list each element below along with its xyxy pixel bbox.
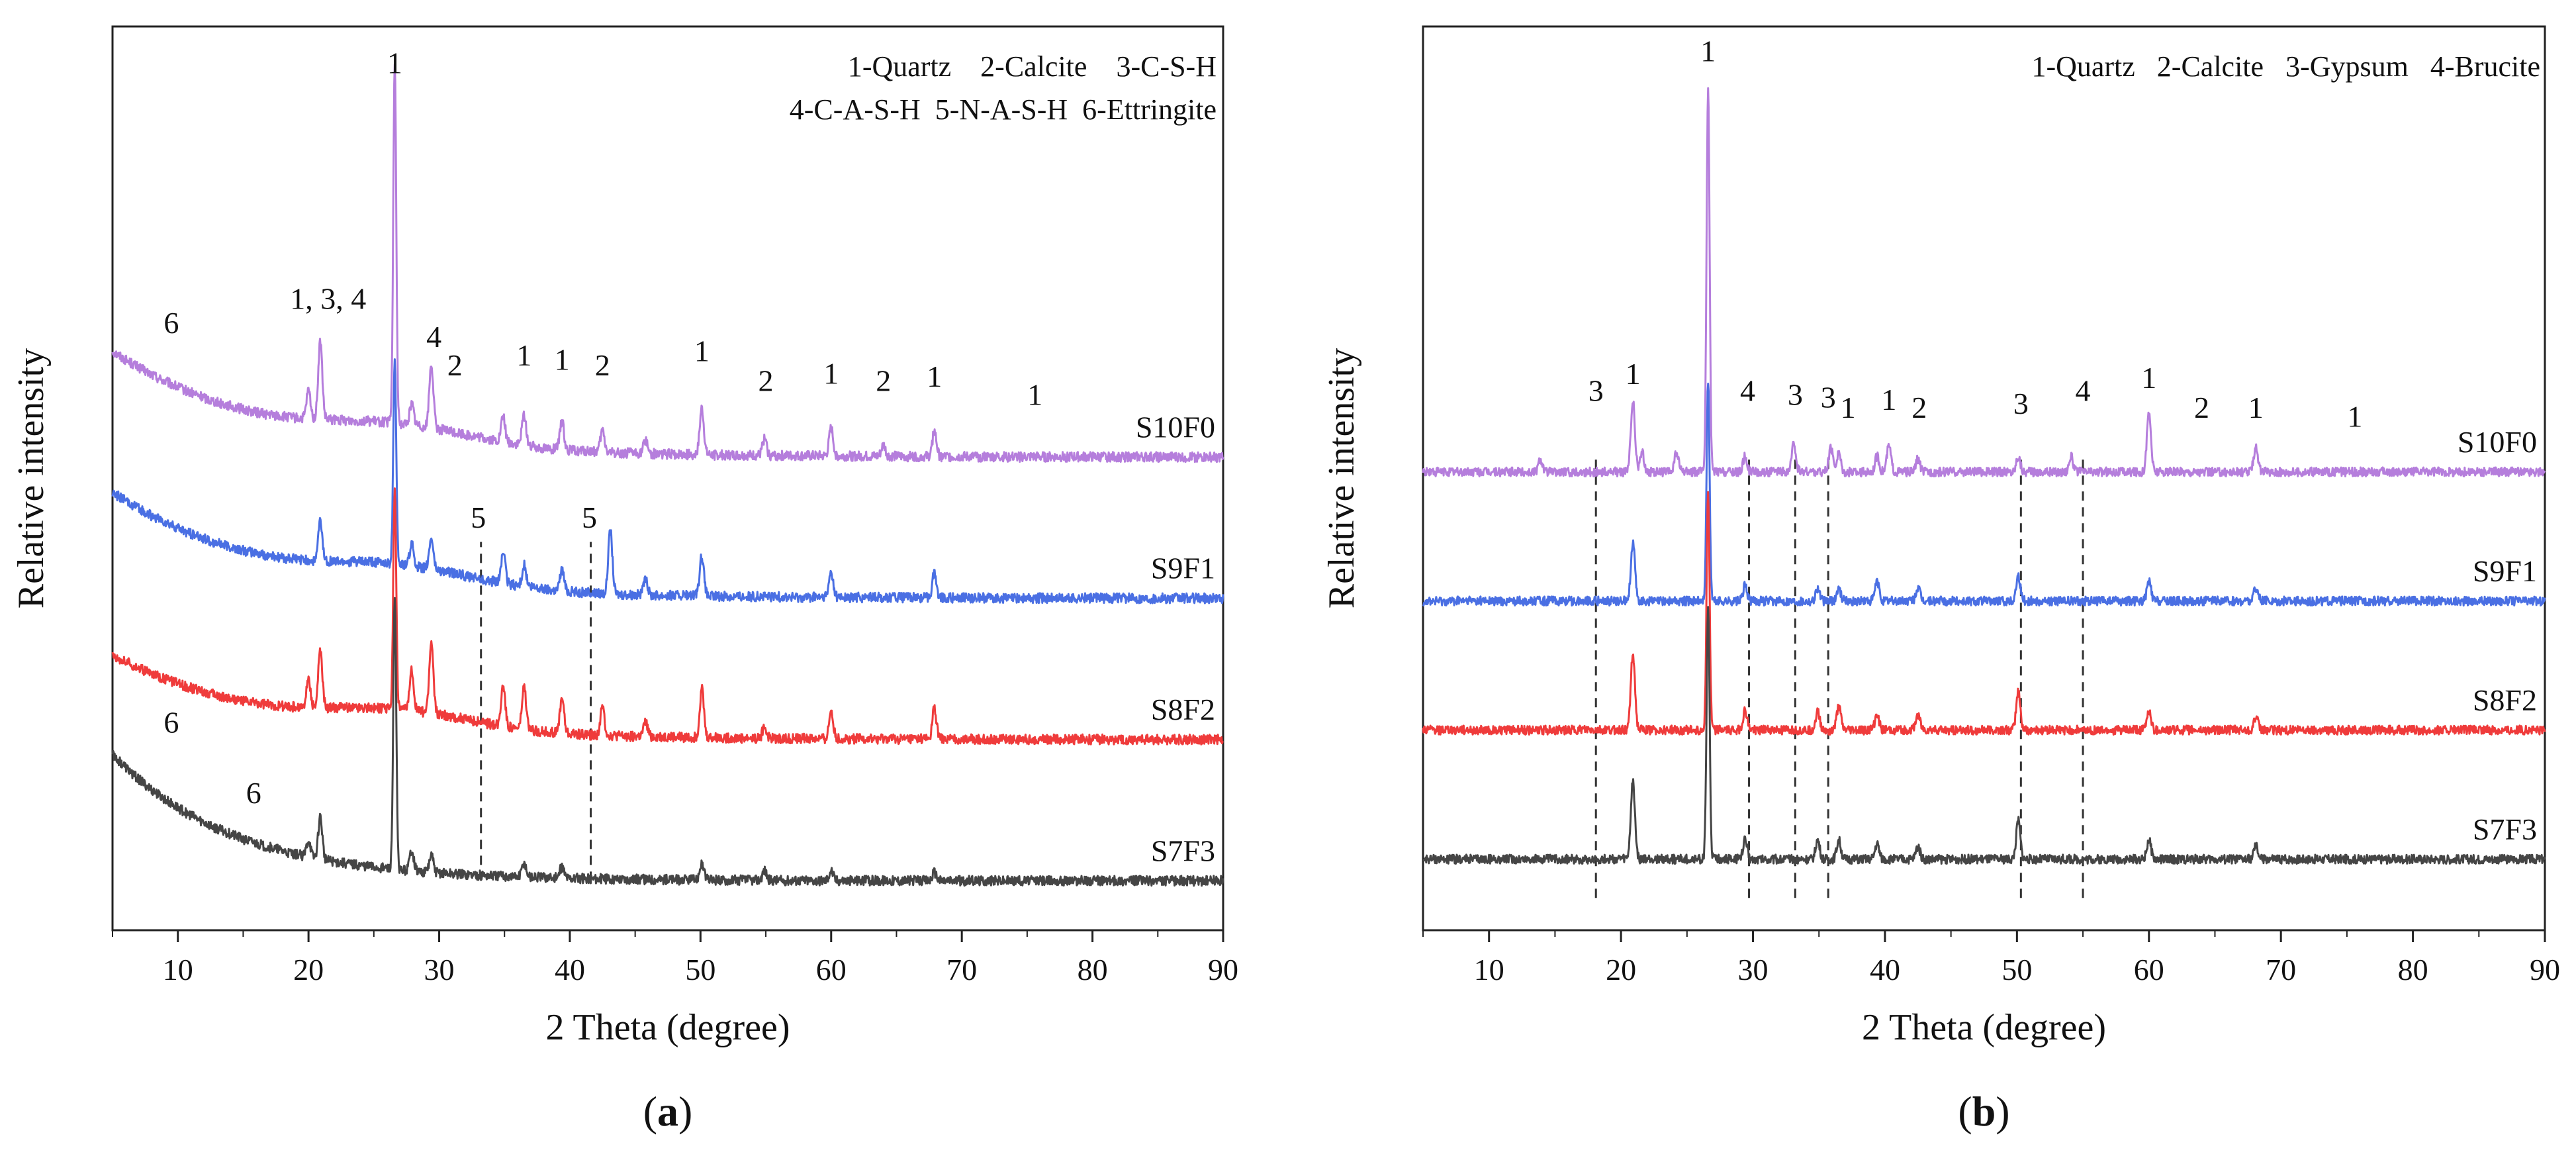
x-tick-label: 10 (1474, 953, 1504, 986)
peak-annotation: 3 (1588, 374, 1604, 408)
peak-annotation: 2 (2194, 391, 2209, 424)
y-axis-title: Relative intensity (1321, 348, 1362, 608)
peak-annotation: 1 (1881, 383, 1896, 416)
series-label: S8F2 (1151, 693, 1215, 726)
peak-annotation: 1, 3, 4 (290, 282, 366, 316)
plot-frame (111, 25, 1224, 932)
peak-annotation: 4 (1740, 374, 1755, 408)
panel-label-close: ) (1996, 1088, 2009, 1135)
peak-annotation: 1 (694, 334, 710, 367)
x-tick-label: 80 (2398, 953, 2428, 986)
peak-annotation: 2 (876, 363, 891, 397)
peak-annotation: 1 (516, 338, 531, 372)
peak-annotation: 1 (1626, 357, 1641, 391)
series-label: S10F0 (1136, 410, 1215, 444)
series-label: S10F0 (2458, 425, 2537, 459)
x-tick-label: 80 (1078, 953, 1108, 986)
peak-annotation: 6 (246, 776, 261, 810)
panel-label-open: ( (1958, 1088, 1972, 1135)
x-tick-label: 60 (816, 953, 847, 986)
series-line-S9F1 (1422, 383, 2546, 607)
x-tick-label: 70 (2266, 953, 2296, 986)
peak-annotation: 6 (163, 705, 179, 739)
x-axis-title: 2 Theta (degree) (546, 1007, 790, 1048)
series-label: S9F1 (1151, 552, 1215, 585)
peak-annotation: 1 (2248, 391, 2264, 424)
plot-frame (1422, 25, 2546, 932)
peak-annotation: 1 (2141, 361, 2156, 395)
legend-line: 1-Quartz 2-Calcite 3-Gypsum 4-Brucite (2031, 50, 2540, 83)
series-label: S8F2 (2473, 683, 2537, 717)
peak-annotation: 1 (823, 357, 839, 391)
x-axis-title: 2 Theta (degree) (1862, 1007, 2106, 1048)
peak-annotation: 4 (426, 320, 441, 354)
peak-annotation: 2 (447, 348, 463, 382)
peak-annotation: 6 (163, 306, 179, 340)
peak-annotation: 5 (582, 501, 597, 534)
peak-annotation: 1 (1841, 391, 1856, 424)
x-tick-label: 90 (1208, 953, 1238, 986)
series-label: S7F3 (1151, 834, 1215, 867)
x-tick-label: 20 (1606, 953, 1636, 986)
x-tick-label: 40 (1870, 953, 1900, 986)
legend-line: 4-C-A-S-H 5-N-A-S-H 6-Ettringite (790, 93, 1217, 126)
panel-label-open: ( (643, 1088, 657, 1135)
peak-annotation: 2 (595, 348, 610, 382)
panel-label-close: ) (678, 1088, 692, 1135)
peak-annotation: 1 (927, 360, 942, 393)
peak-annotation: 2 (1911, 391, 1927, 424)
peak-annotation: 1 (387, 46, 402, 79)
peak-annotation: 3 (1821, 380, 1836, 414)
peak-annotation: 4 (2076, 374, 2091, 408)
panel-label: (a) (643, 1088, 693, 1135)
peak-annotation: 2 (759, 363, 774, 397)
panel-b: 10 20 30 40 50 60 70 80 90 2 Theta (degree) Relati… (1321, 25, 2560, 1135)
x-tick-label: 40 (555, 953, 585, 986)
x-tick-label: 20 (293, 953, 324, 986)
peak-annotation: 1 (555, 342, 570, 376)
series-line-S10F0 (1422, 87, 2546, 478)
x-tick-label: 50 (685, 953, 715, 986)
series-line-S7F3 (1422, 606, 2546, 865)
panel-label: (b) (1958, 1088, 2009, 1135)
peak-annotation: 1 (1027, 378, 1042, 412)
x-tick-label: 10 (163, 953, 193, 986)
panel-a: 10 20 30 40 50 60 70 80 90 2 Theta (degree) Relati… (11, 25, 1238, 1135)
series-line-S7F3 (111, 597, 1224, 887)
x-tick-label: 50 (2001, 953, 2032, 986)
x-tick-label: 70 (946, 953, 977, 986)
peak-annotation: 1 (1700, 34, 1716, 68)
x-tick-label: 30 (424, 953, 455, 986)
series-line-S8F2 (111, 487, 1224, 745)
series-line-S9F1 (111, 358, 1224, 604)
peak-annotation: 1 (2347, 400, 2362, 434)
series-line-S10F0 (111, 63, 1224, 463)
series-label: S7F3 (2473, 812, 2537, 846)
peak-annotation: 3 (2013, 387, 2029, 420)
x-tick-label: 30 (1738, 953, 1769, 986)
y-axis-title: Relative intensity (11, 348, 52, 608)
series-label: S9F1 (2473, 554, 2537, 588)
x-tick-label: 60 (2134, 953, 2164, 986)
legend-line: 1-Quartz 2-Calcite 3-C-S-H (848, 50, 1217, 83)
series-line-S8F2 (1422, 491, 2546, 736)
x-tick-label: 90 (2530, 953, 2560, 986)
peak-annotation: 5 (471, 501, 486, 534)
panel-label-letter: b (1972, 1088, 1996, 1135)
panel-label-letter: a (657, 1088, 678, 1135)
peak-annotation: 3 (1788, 377, 1803, 411)
